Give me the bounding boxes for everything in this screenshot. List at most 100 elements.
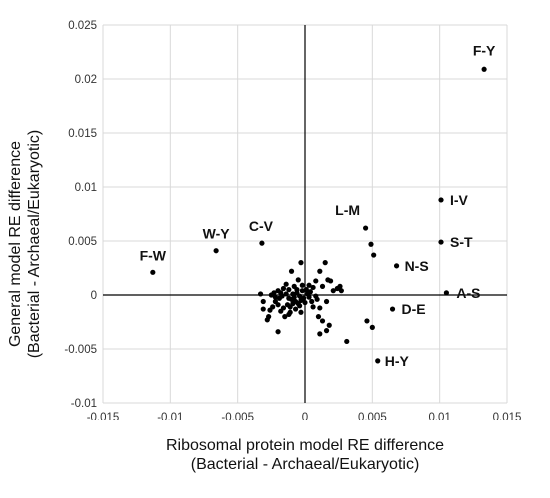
data-point xyxy=(295,277,301,283)
data-point xyxy=(275,329,281,335)
labeled-data-point xyxy=(363,225,369,231)
labeled-data-point xyxy=(213,248,219,254)
y-tick-labels: -0.01 -0.005 0 0.005 0.01 0.015 0.02 0.025 xyxy=(64,20,97,410)
labeled-data-point xyxy=(443,290,449,296)
data-point xyxy=(315,314,322,320)
data-point xyxy=(282,314,288,320)
x-tick-label: -0.01 xyxy=(157,412,183,420)
data-point xyxy=(305,291,311,297)
y-tick-label: -0.005 xyxy=(64,344,97,356)
data-point xyxy=(260,298,266,305)
x-axis-title: Ribosomal protein model RE difference (B… xyxy=(95,436,515,474)
labeled-data-point xyxy=(259,240,265,246)
data-point xyxy=(306,282,312,288)
point-label: I-V xyxy=(450,192,469,208)
labeled-data-point xyxy=(481,66,487,72)
data-point xyxy=(278,308,284,314)
data-point xyxy=(294,287,300,293)
data-point xyxy=(334,285,340,292)
data-point xyxy=(310,284,316,291)
y-tick-label: 0.02 xyxy=(75,74,97,86)
labeled-data-point xyxy=(393,263,400,269)
labeled-data-point xyxy=(150,269,156,275)
y-tick-label: 0.015 xyxy=(68,128,97,140)
labeled-data-point xyxy=(389,306,396,312)
data-point xyxy=(326,322,332,328)
data-point xyxy=(299,288,305,294)
data-point xyxy=(364,318,370,324)
data-point xyxy=(310,304,316,310)
data-point xyxy=(301,295,307,301)
data-point xyxy=(297,293,303,299)
data-point xyxy=(327,278,334,284)
x-tick-label: -0.005 xyxy=(221,412,254,420)
data-point xyxy=(260,306,266,312)
data-point xyxy=(322,260,328,266)
x-tick-label: 0.01 xyxy=(428,412,450,420)
labeled-data-point xyxy=(438,197,444,203)
data-point xyxy=(283,281,289,287)
data-point xyxy=(257,291,264,297)
data-point xyxy=(264,317,270,323)
data-point xyxy=(272,294,278,300)
data-point xyxy=(303,287,309,293)
data-point xyxy=(371,252,377,258)
data-point xyxy=(338,288,344,294)
point-label: A-S xyxy=(456,285,480,301)
data-points xyxy=(150,66,487,364)
data-point xyxy=(268,292,274,298)
y-tick-label: 0 xyxy=(91,290,97,302)
data-point xyxy=(297,303,303,309)
data-point xyxy=(290,291,296,297)
data-point xyxy=(319,283,326,289)
data-point xyxy=(278,290,284,296)
point-label: W-Y xyxy=(203,226,231,242)
y-axis-title-line2: (Bacterial - Archaeal/Eukaryotic) xyxy=(26,129,43,359)
x-tick-label: 0 xyxy=(302,412,308,420)
data-point xyxy=(272,298,278,305)
data-point xyxy=(298,260,304,266)
point-label: S-T xyxy=(450,234,473,250)
y-axis-title: General model RE difference (Bacterial -… xyxy=(6,84,44,404)
data-point xyxy=(298,309,304,315)
data-point xyxy=(309,298,315,305)
y-tick-label: -0.01 xyxy=(71,398,97,410)
point-label: F-Y xyxy=(473,42,496,58)
data-point xyxy=(330,288,336,294)
data-point xyxy=(288,268,295,274)
data-point xyxy=(344,338,350,345)
y-axis-title-line1: General model RE difference xyxy=(7,140,24,348)
data-point xyxy=(302,299,308,306)
data-point xyxy=(292,306,299,312)
x-axis-title-line1: Ribosomal protein model RE difference xyxy=(165,437,445,454)
data-point xyxy=(323,328,330,334)
point-label: H-Y xyxy=(385,353,410,369)
x-tick-label: 0.005 xyxy=(358,412,387,420)
data-point xyxy=(317,305,323,311)
labeled-data-point xyxy=(375,358,381,364)
data-point xyxy=(284,302,291,308)
x-tick-labels: -0.015 -0.01 -0.005 0 0.005 0.01 0.015 xyxy=(87,412,522,420)
data-point xyxy=(280,285,287,292)
data-point xyxy=(299,282,305,288)
data-point xyxy=(267,307,273,313)
x-tick-label: -0.015 xyxy=(87,412,120,420)
x-tick-label: 0.015 xyxy=(493,412,522,420)
data-point xyxy=(313,278,319,284)
point-label: L-M xyxy=(335,202,360,218)
labeled-data-point xyxy=(438,239,444,245)
scatter-plot: -0.015 -0.01 -0.005 0 0.005 0.01 0.015 -0.01-0… xyxy=(64,20,522,420)
zero-axes xyxy=(103,25,507,403)
data-point xyxy=(287,309,293,315)
data-point xyxy=(317,268,323,274)
data-point xyxy=(323,298,330,305)
point-label: C-V xyxy=(249,218,274,234)
y-tick-label: 0.025 xyxy=(68,20,97,32)
data-point xyxy=(319,318,326,324)
point-label: F-W xyxy=(140,247,167,263)
point-label: N-S xyxy=(405,258,429,274)
y-tick-label: 0.005 xyxy=(68,236,97,248)
data-point xyxy=(369,324,375,330)
data-point xyxy=(283,291,289,297)
point-label: D-E xyxy=(402,301,426,317)
